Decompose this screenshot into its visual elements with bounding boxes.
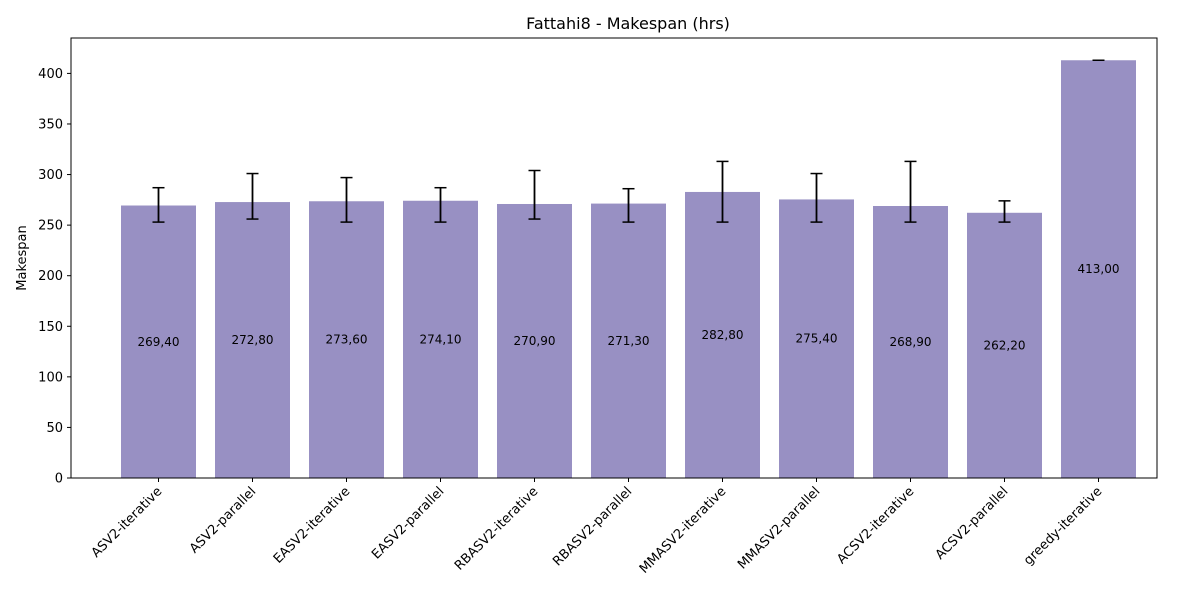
bar [121, 205, 196, 478]
data-label: 274,10 [420, 332, 462, 346]
data-label: 282,80 [702, 328, 744, 342]
y-tick-label: 50 [46, 421, 63, 436]
bar [873, 206, 948, 478]
bar [497, 203, 572, 478]
bar [403, 200, 478, 478]
x-tick-label: EASV2-parallel [369, 484, 447, 562]
y-tick-label: 300 [38, 168, 63, 183]
y-tick-label: 200 [38, 269, 63, 284]
x-tick-label: ACSV2-iterative [834, 484, 917, 567]
data-label: 271,30 [608, 334, 650, 348]
y-tick-label: 150 [38, 320, 63, 335]
x-tick-label: MMASV2-iterative [637, 484, 730, 577]
x-tick-label: greedy-iterative [1021, 484, 1105, 568]
y-tick-label: 0 [55, 472, 63, 487]
x-tick-label: ASV2-parallel [187, 484, 259, 556]
bar [309, 201, 384, 478]
bar [967, 212, 1042, 479]
x-tick-label: RBASV2-iterative [452, 484, 541, 573]
x-tick-label: RBASV2-parallel [550, 484, 635, 569]
y-tick-label: 100 [38, 370, 63, 385]
y-axis-label: Makespan [15, 225, 30, 290]
plot-area: 269,40 272,80 273,60 274,10 270,90 271,30 282,… [38, 37, 1158, 577]
data-label: 262,20 [984, 338, 1026, 352]
data-label: 268,90 [890, 335, 932, 349]
bar [1061, 60, 1136, 479]
x-tick-label: MMASV2-parallel [735, 484, 823, 572]
y-tick-label: 400 [38, 67, 63, 82]
data-label: 270,90 [514, 334, 556, 348]
x-tick-label: ACSV2-parallel [933, 484, 1012, 563]
data-label: 273,60 [326, 333, 368, 347]
data-label: 269,40 [138, 335, 180, 349]
bar [591, 203, 666, 478]
bar [779, 199, 854, 478]
x-tick-label: EASV2-iterative [271, 484, 353, 566]
y-tick-label: 350 [38, 117, 63, 132]
plot-frame [70, 37, 1158, 479]
data-label: 413,00 [1078, 262, 1120, 276]
bar [215, 202, 290, 478]
x-tick-label: ASV2-iterative [89, 484, 166, 561]
data-label: 272,80 [232, 333, 274, 347]
bar [685, 191, 760, 478]
chart-title: Fattahi8 - Makespan (hrs) [526, 14, 730, 33]
data-label: 275,40 [796, 332, 838, 346]
y-tick-label: 250 [38, 219, 63, 234]
